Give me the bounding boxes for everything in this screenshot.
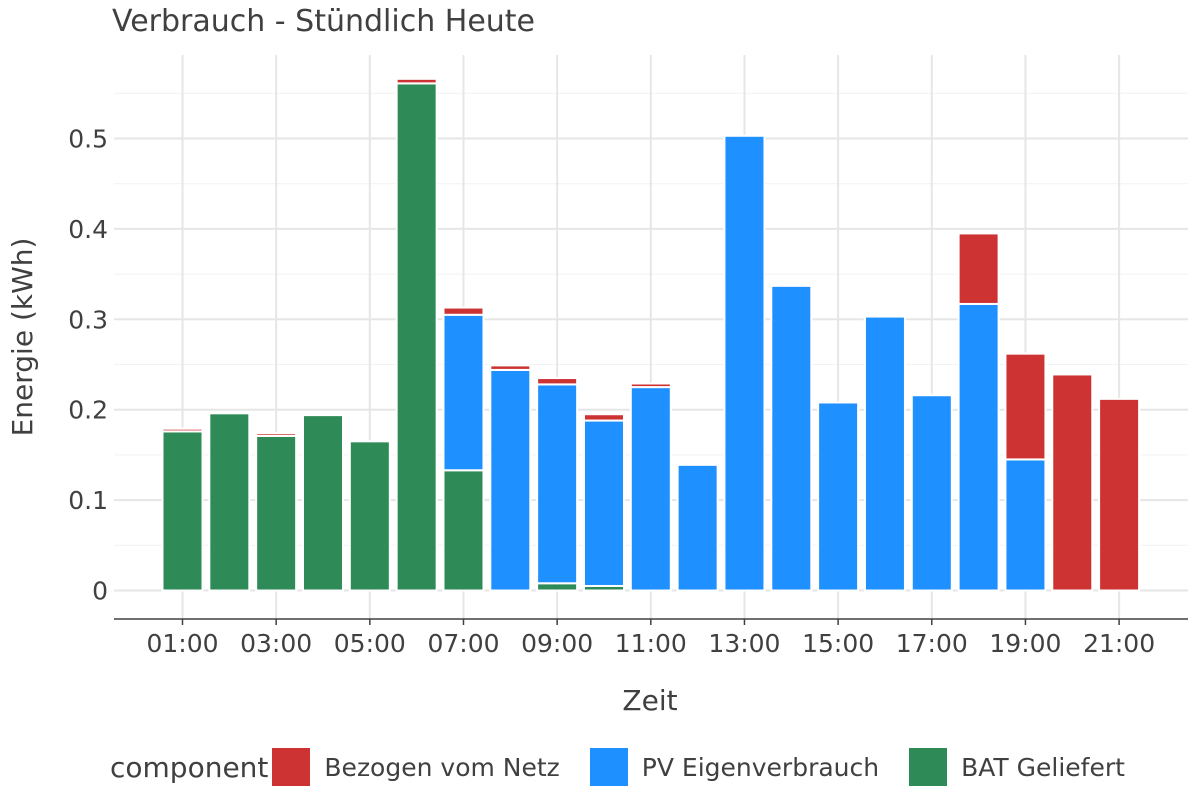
x-tick-label: 11:00 (615, 629, 687, 658)
bar-segment (676, 463, 719, 592)
legend-item: BAT Geliefert (909, 748, 1125, 786)
bar-segment (723, 134, 766, 592)
bar-segment (1004, 458, 1047, 592)
chart-title: Verbrauch - Stündlich Heute (112, 4, 536, 39)
legend-items: Bezogen vom Netz PV Eigenverbrauch BAT Gel… (272, 748, 1155, 786)
bar-segment (442, 306, 485, 316)
bar-segment (957, 302, 1000, 592)
legend-item: Bezogen vom Netz (272, 748, 560, 786)
bar-segment (770, 284, 813, 592)
bar-segment (301, 414, 344, 592)
x-axis-label: Zeit (622, 684, 677, 717)
bar-segment (629, 386, 672, 592)
bar-segment (910, 394, 953, 592)
bar-segment (442, 469, 485, 592)
bar-segment (161, 430, 204, 592)
x-tick-label: 19:00 (989, 629, 1061, 658)
x-tick-label: 05:00 (334, 629, 406, 658)
legend-label: BAT Geliefert (961, 752, 1125, 782)
bar-segment (582, 419, 625, 587)
bar-segment (1098, 397, 1141, 592)
x-tick-label: 03:00 (240, 629, 312, 658)
bar-segment (1004, 352, 1047, 461)
bar-segment (817, 401, 860, 592)
bar-segment (536, 383, 579, 585)
y-axis-label: Energie (kWh) (6, 238, 39, 437)
y-tick-label: 0.4 (68, 215, 108, 244)
bar-segment (208, 412, 251, 592)
legend-swatch (909, 748, 948, 786)
y-tick-label: 0.5 (68, 125, 108, 154)
x-tick-label: 15:00 (802, 629, 874, 658)
bar-segment (255, 434, 298, 592)
legend-label: Bezogen vom Netz (324, 752, 560, 782)
bar-segment (489, 368, 532, 592)
x-tick-label: 07:00 (427, 629, 499, 658)
bar-segment (957, 232, 1000, 305)
bar-segment (582, 413, 625, 422)
bar-segment (348, 440, 391, 592)
bar-segment (863, 315, 906, 592)
x-tick-label: 17:00 (896, 629, 968, 658)
bar-segment (1051, 373, 1094, 592)
bar-segment (536, 377, 579, 386)
y-tick-label: 0.3 (68, 305, 108, 334)
x-tick-label: 21:00 (1083, 629, 1155, 658)
legend: component Bezogen vom Netz PV Eigenverbra… (110, 744, 1155, 790)
legend-item: PV Eigenverbrauch (589, 748, 880, 786)
x-tick-label: 09:00 (521, 629, 593, 658)
x-tick-label: 01:00 (146, 629, 218, 658)
x-tick-label: 13:00 (708, 629, 780, 658)
legend-swatch (272, 748, 311, 786)
bars-layer (161, 77, 1141, 592)
axis-layer: 0 0.1 0.2 0.3 0.4 0.5 01:00 03:00 05:00 07:00 09:0… (68, 125, 1188, 658)
y-tick-label: 0.1 (68, 486, 108, 515)
bar-segment (255, 432, 298, 437)
bar-segment (629, 382, 672, 389)
bar-segment (489, 364, 532, 371)
legend-label: PV Eigenverbrauch (641, 752, 880, 782)
bar-segment (161, 427, 204, 433)
bar-segment (536, 582, 579, 592)
legend-swatch (589, 748, 628, 786)
y-tick-label: 0.2 (68, 396, 108, 425)
legend-title: component (110, 750, 269, 784)
bar-segment (395, 77, 438, 85)
bar-segment (395, 82, 438, 592)
y-tick-label: 0 (92, 577, 108, 606)
bar-segment (442, 313, 485, 472)
